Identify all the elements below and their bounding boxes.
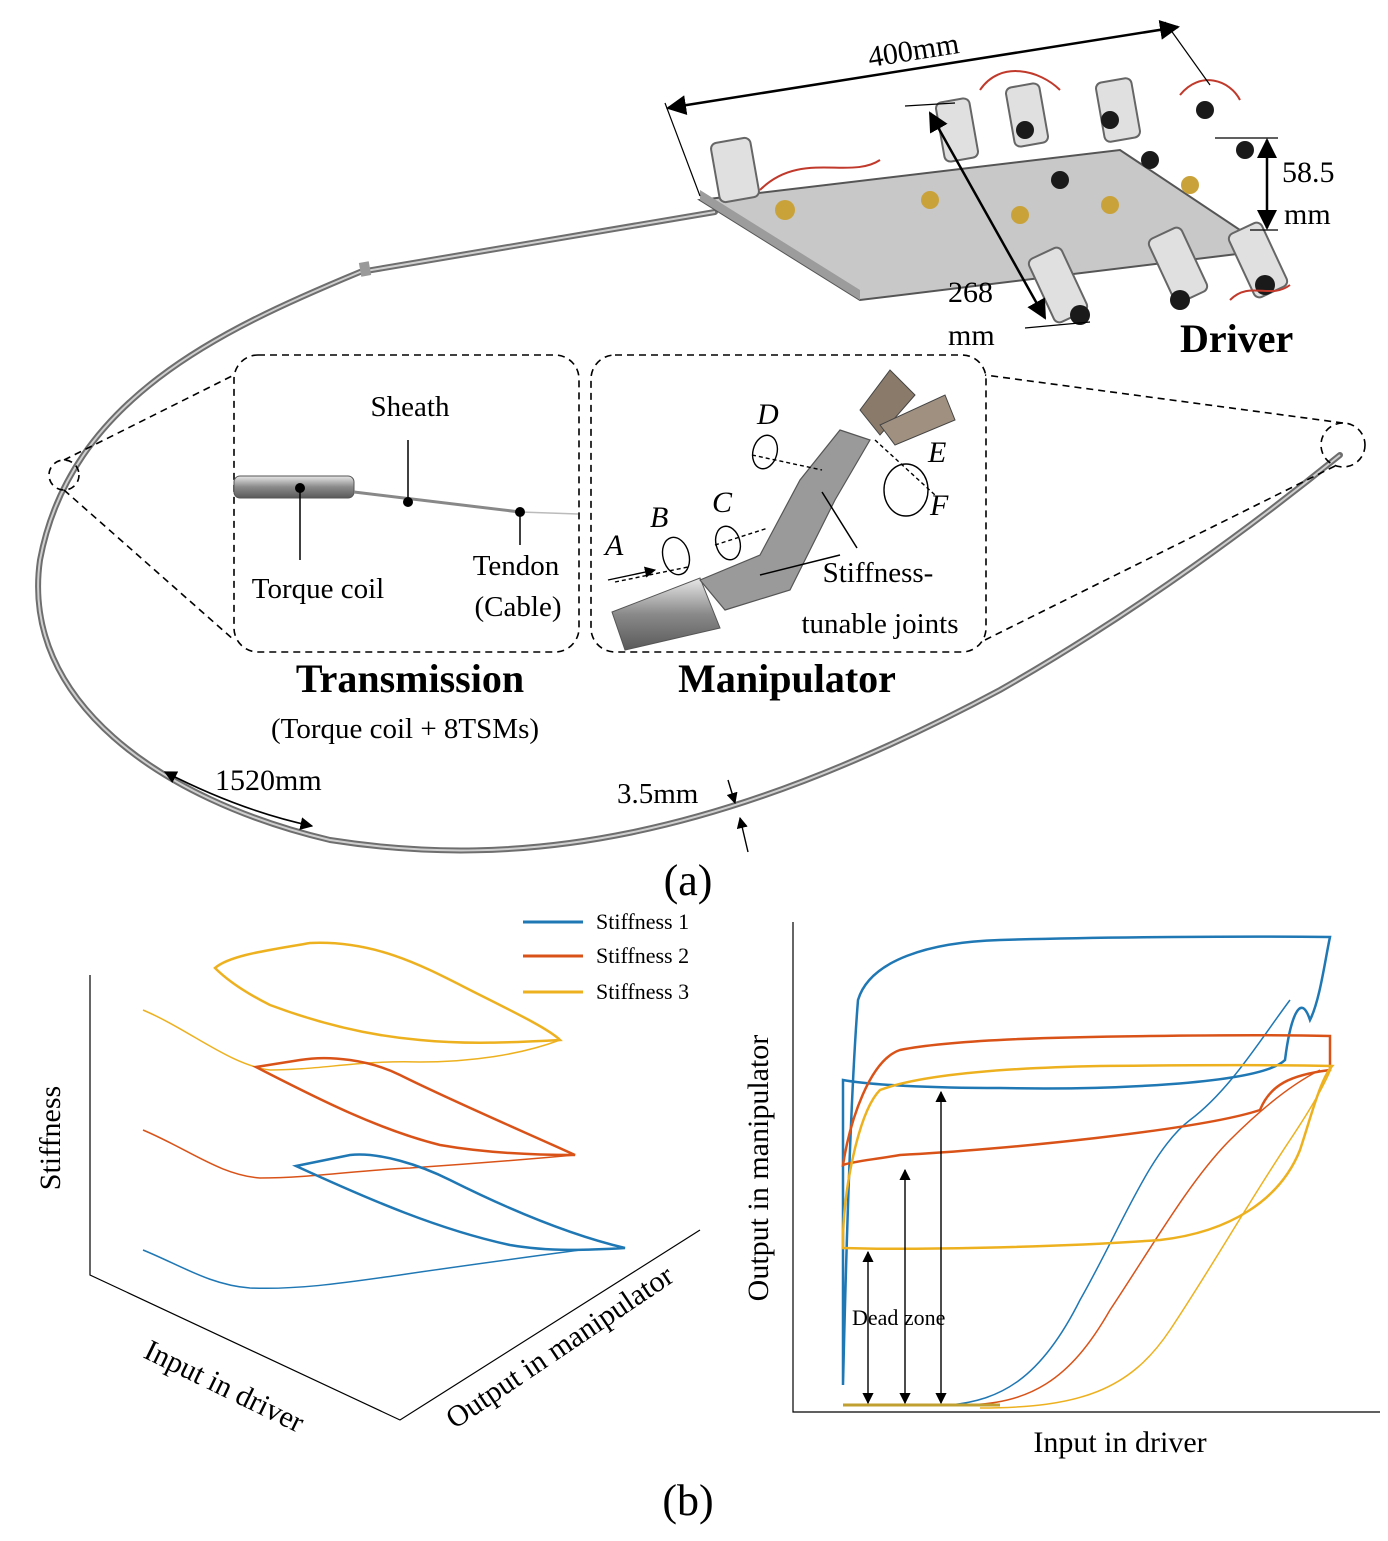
panel-a: 400mm 58.5 mm 268 mm Driver <box>35 19 1366 905</box>
chart-2d-axes <box>792 922 1380 1413</box>
driver-width-label-1: 268 <box>948 276 993 309</box>
caption-b: (b) <box>662 1476 713 1525</box>
series-3d-stiffness-2-tail <box>142 1129 576 1179</box>
manipulator-title: Manipulator <box>678 656 896 701</box>
series-2d-stiffness-3 <box>841 1064 1335 1250</box>
legend-label-3: Stiffness 3 <box>596 979 689 1004</box>
tube-length-label: 1520mm <box>215 764 322 797</box>
chart-2d-xlabel: Input in driver <box>1033 1426 1206 1459</box>
legend-label-2: Stiffness 2 <box>596 943 689 968</box>
driver-title: Driver <box>1180 316 1293 361</box>
driver-height-label-1: 58.5 <box>1282 156 1335 189</box>
dof-markers <box>607 434 936 583</box>
dof-label-b: B <box>650 501 668 534</box>
dof-label-f: F <box>929 489 949 522</box>
catheter-tube <box>35 209 1343 854</box>
tendon-label-2: (Cable) <box>475 591 562 623</box>
series-2d-stiffness-1 <box>841 935 1332 1386</box>
driver-height-label-2: mm <box>1284 198 1331 231</box>
chart-3d-xlabel: Input in driver <box>139 1334 309 1440</box>
series-2d-stiffness-2-ramp <box>959 1069 1321 1406</box>
caption-a: (a) <box>664 856 713 905</box>
joints-label-1: Stiffness- <box>823 557 934 589</box>
torque-coil-shape <box>233 475 355 499</box>
transmission-inset: Sheath Torque coil Tendon (Cable) <box>233 354 580 653</box>
panel-b: Stiffness 1 Stiffness 2 Stiffness 3 Stif… <box>34 909 1380 1525</box>
series-3d-stiffness-2-loop <box>252 1056 576 1157</box>
series-3d-stiffness-1-tail <box>142 1249 581 1290</box>
transmission-subtitle: (Torque coil + 8TSMs) <box>271 713 539 745</box>
chart-3d-ylabel: Output in manipulator <box>440 1259 680 1435</box>
sheath-label: Sheath <box>371 391 450 423</box>
joints-label-2: tunable joints <box>801 608 958 640</box>
series-2d-stiffness-3-ramp <box>979 1065 1333 1409</box>
chart-3d: Stiffness Input in driver Output in mani… <box>34 941 701 1440</box>
gripper-jaw-upper <box>859 369 916 436</box>
dof-label-c: C <box>712 486 733 519</box>
driver-length-label: 400mm <box>866 27 962 74</box>
manipulator-arm-shape <box>699 429 871 611</box>
dead-zone-label: Dead zone <box>852 1305 945 1330</box>
dead-zone-arrows <box>862 1090 947 1405</box>
dof-label-d: D <box>756 398 779 431</box>
chart-3d-axes <box>89 975 701 1421</box>
dof-label-e: E <box>927 436 946 469</box>
series-3d-stiffness-1-loop <box>292 1153 626 1252</box>
chart-2d: Dead zone Input in driver Output in mani… <box>742 922 1380 1459</box>
legend-label-1: Stiffness 1 <box>596 909 689 934</box>
chart-2d-ylabel: Output in manipulator <box>742 1035 775 1302</box>
dof-label-a: A <box>603 529 624 562</box>
series-3d-stiffness-3-tail <box>142 1009 561 1071</box>
callout-lines <box>48 374 1366 641</box>
manipulator-inset: Stiffness- tunable joints A B C D E F <box>590 354 987 653</box>
manipulator-base-shape <box>611 577 721 651</box>
driver-photo <box>697 70 1291 325</box>
legend: Stiffness 1 Stiffness 2 Stiffness 3 <box>523 909 689 1004</box>
series-2d-stiffness-2 <box>841 1034 1332 1168</box>
tube-diameter-label: 3.5mm <box>617 778 699 810</box>
driver-width-label-2: mm <box>948 319 995 352</box>
tendon-label-1: Tendon <box>473 550 560 582</box>
series-3d-stiffness-3-loop <box>213 941 563 1044</box>
transmission-title: Transmission <box>296 656 524 701</box>
gripper-jaw-lower <box>879 394 956 446</box>
torque-coil-label: Torque coil <box>252 573 384 605</box>
chart-3d-zlabel: Stiffness <box>34 1086 67 1190</box>
series-2d-stiffness-1-ramp <box>949 999 1291 1406</box>
tube-dimensions: 1520mm 3.5mm <box>163 764 749 853</box>
